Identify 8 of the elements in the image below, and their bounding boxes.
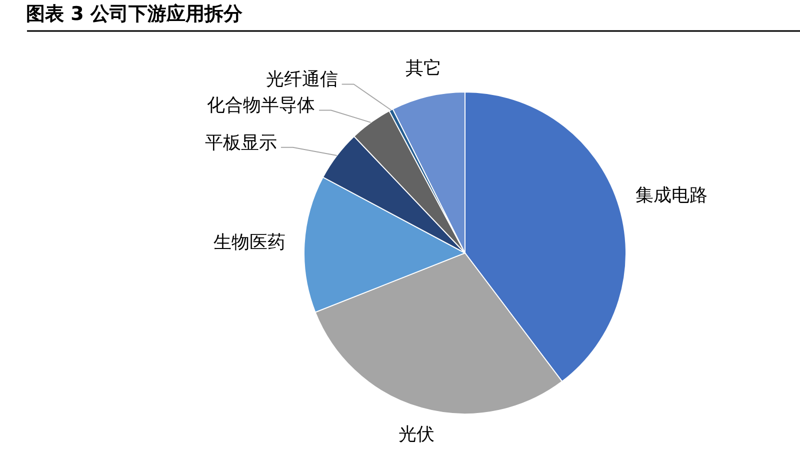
slice-label: 光纤通信	[266, 69, 338, 90]
slice-label: 集成电路	[636, 184, 708, 206]
slice-label: 其它	[406, 58, 442, 80]
chart-title: 图表 3 公司下游应用拆分	[26, 3, 244, 25]
slice-label: 平板显示	[204, 132, 277, 154]
slice-label: 光伏	[398, 424, 434, 445]
slice-label: 化合物半导体	[207, 95, 316, 116]
slice-label: 生物医药	[213, 232, 286, 253]
